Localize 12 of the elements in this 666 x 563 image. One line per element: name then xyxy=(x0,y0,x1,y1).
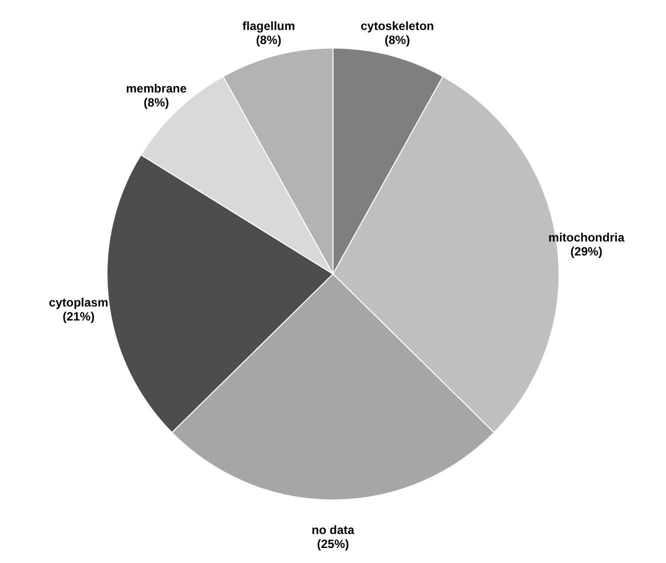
slice-label: mitochondria xyxy=(548,230,625,245)
data-label: (8%) xyxy=(256,33,282,48)
slice-label: no data xyxy=(312,523,355,537)
slice-label: cytoskeleton xyxy=(360,19,434,34)
data-label: (8%) xyxy=(144,96,170,110)
data-label: (25%) xyxy=(316,537,350,551)
slice-label: membrane xyxy=(126,82,188,96)
data-label: (8%) xyxy=(384,33,410,48)
data-label: (29%) xyxy=(570,244,602,259)
slice-label: cytoplasm xyxy=(48,295,108,310)
data-label: (21%) xyxy=(62,309,95,324)
slice-label: flagellum xyxy=(242,19,296,34)
